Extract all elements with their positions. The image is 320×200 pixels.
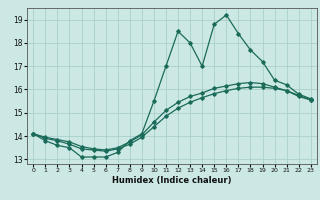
X-axis label: Humidex (Indice chaleur): Humidex (Indice chaleur) bbox=[112, 176, 232, 185]
